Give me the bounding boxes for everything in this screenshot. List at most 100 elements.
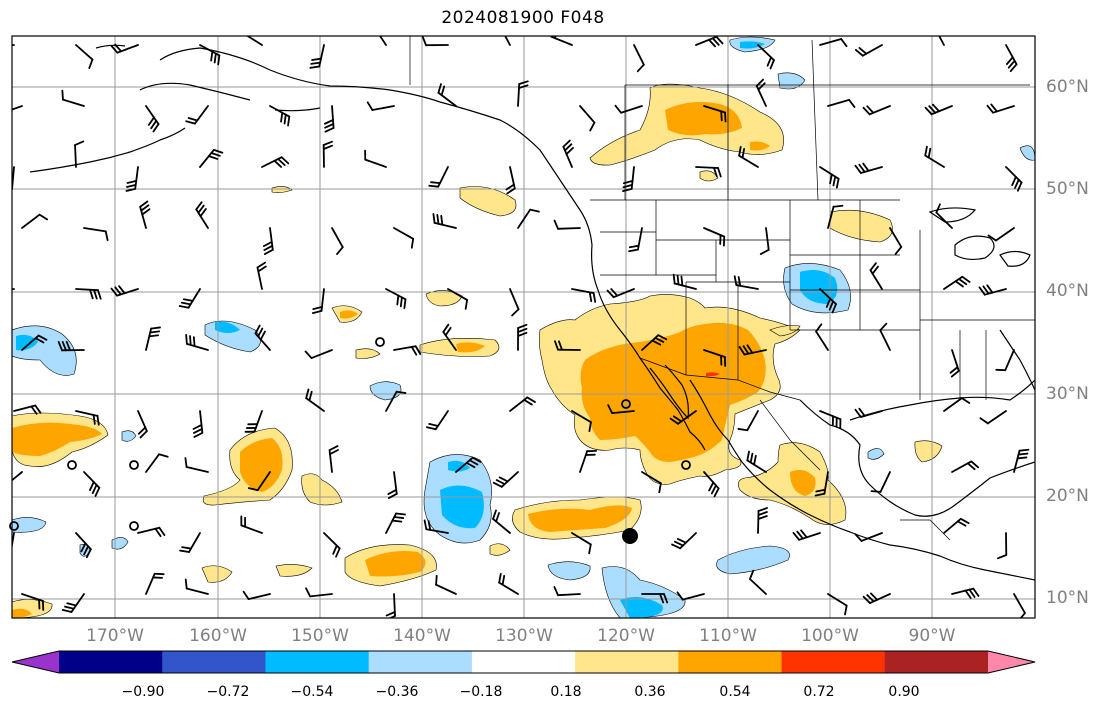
wind-barb <box>364 149 387 168</box>
wind-barb <box>814 471 829 497</box>
lon-label-120w: 120°W <box>597 626 655 646</box>
wind-barb <box>951 587 980 599</box>
wind-barb <box>322 140 333 168</box>
wind-barb <box>244 410 263 433</box>
colorbar-tick-label: −0.36 <box>375 684 419 700</box>
colorbar-extend-high <box>988 651 1035 673</box>
wind-barb <box>979 410 1007 425</box>
wind-barb <box>854 44 883 57</box>
wind-barb <box>385 390 407 412</box>
wind-barb <box>943 397 971 412</box>
wind-barb <box>145 453 169 473</box>
wind-barb <box>195 201 209 229</box>
wind-barb <box>75 410 100 426</box>
wind-barb <box>75 532 92 559</box>
colorbar-tick-label: 0.54 <box>719 684 751 700</box>
colorbar-extend-low <box>12 651 59 673</box>
wind-barb <box>703 227 726 247</box>
wind-barb <box>951 460 980 473</box>
wind-barb <box>924 103 953 116</box>
wind-barb <box>819 410 842 430</box>
wind-barb <box>509 288 520 317</box>
wind-barb <box>827 98 856 108</box>
strong-negative-anomaly-areas <box>16 41 838 618</box>
wind-barb <box>738 145 759 168</box>
wind-barb <box>145 572 165 595</box>
wind-barb <box>862 105 891 116</box>
wind-barb <box>247 471 271 492</box>
wind-barb <box>628 227 643 253</box>
lat-label-30n: 30°N <box>1046 384 1089 404</box>
wind-barb <box>550 36 573 46</box>
colorbar-segment <box>781 651 886 673</box>
colorbar-tick-label: 0.36 <box>634 684 666 700</box>
wind-barb <box>192 410 204 438</box>
wind-barb <box>504 36 511 46</box>
wind-barb <box>571 532 592 555</box>
wind-barb <box>240 515 263 534</box>
strong-positive-anomaly-areas <box>12 102 816 618</box>
wind-barb <box>749 569 767 595</box>
wind-barb <box>185 105 209 125</box>
wind-barb <box>256 261 267 290</box>
wind-barb <box>145 326 161 351</box>
wind-barb <box>1005 166 1023 192</box>
wind-barb <box>889 227 903 255</box>
wind-barb <box>254 324 271 351</box>
colorbar <box>11 650 1036 674</box>
wind-barb <box>12 105 23 111</box>
colorbar-tick-label: −0.72 <box>206 684 250 700</box>
colorbar-segment <box>884 651 989 673</box>
wind-barb <box>978 284 1007 296</box>
wind-barb <box>428 166 449 188</box>
station-markers <box>9 337 691 531</box>
wind-barb <box>935 203 953 229</box>
wind-barb <box>703 105 727 123</box>
wind-barb <box>145 105 160 133</box>
wind-barb <box>199 44 221 66</box>
wind-barb <box>137 526 166 538</box>
wind-barb <box>178 288 201 309</box>
wind-barb <box>437 83 457 107</box>
lat-label-20n: 20°N <box>1046 486 1089 506</box>
wind-barb <box>505 166 516 195</box>
wind-barb <box>75 288 102 300</box>
wind-barb <box>328 445 339 473</box>
wind-barb <box>432 213 457 229</box>
wind-barb <box>13 404 42 415</box>
colorbar-tick-label: 0.72 <box>803 684 835 700</box>
wind-barb <box>633 44 645 73</box>
wind-barb <box>746 450 767 473</box>
wind-barb <box>757 507 768 534</box>
wind-barb <box>943 517 970 534</box>
wind-barb <box>1013 593 1026 618</box>
wind-barb <box>125 166 139 192</box>
colorbar-tick-label: 0.18 <box>550 684 582 700</box>
wind-barb <box>862 592 891 604</box>
wind-barb <box>641 471 662 494</box>
wind-barb <box>854 407 883 418</box>
colorbar-segment <box>471 651 576 673</box>
wind-barb <box>387 471 398 499</box>
wind-barb <box>614 104 643 114</box>
wind-barb <box>184 578 209 595</box>
lat-label-10n: 10°N <box>1046 588 1089 608</box>
wind-barb <box>269 105 291 127</box>
wind-barb <box>792 529 821 541</box>
wind-barb <box>426 410 449 431</box>
wind-barb <box>199 149 224 168</box>
wind-barb <box>385 288 407 310</box>
lon-label-140w: 140°W <box>393 626 451 646</box>
colorbar-outline <box>11 650 1036 674</box>
wind-barb <box>242 590 271 601</box>
wind-barb <box>554 340 581 351</box>
wind-barb <box>733 275 759 290</box>
wind-barb <box>75 44 94 69</box>
wind-barb <box>607 404 635 414</box>
wind-barb <box>304 349 333 359</box>
wind-barb <box>986 103 1015 114</box>
lat-label-50n: 50°N <box>1046 179 1089 199</box>
wind-barb <box>509 396 536 412</box>
wind-barb <box>827 593 848 616</box>
